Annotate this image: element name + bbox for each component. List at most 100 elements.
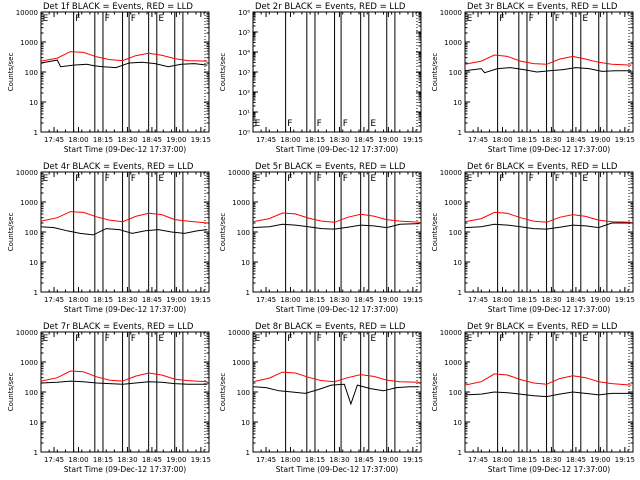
y-tick-label: 10000 [228, 169, 250, 177]
chart-panel-9: Det 9r BLACK = Events, RED = LLD 1 10 100 10… [431, 322, 635, 474]
y-tick-label: 10 [29, 99, 38, 107]
y-tick-label: 10000 [228, 329, 250, 337]
y-tick-label: 1000 [232, 199, 250, 207]
y-tick-label: 10¹ [238, 109, 250, 117]
series-line-red [464, 211, 632, 223]
plot-frame [40, 11, 210, 133]
flag-label: F [317, 174, 322, 184]
y-axis-label: Counts/sec [219, 213, 227, 252]
x-tick-label: 18:30 [329, 136, 349, 144]
flag-label: F [555, 174, 560, 184]
flag-label: E [158, 334, 164, 344]
y-axis-label: Counts/sec [7, 213, 15, 252]
series-line-black [464, 391, 632, 398]
x-tick-label: 19:00 [166, 136, 186, 144]
chart-panel-3: Det 3r BLACK = Events, RED = LLD 1 10 100 10… [431, 2, 635, 154]
flag-label: F [287, 334, 292, 344]
flag-label: F [131, 14, 136, 24]
y-tick-label: 10⁶ [238, 9, 250, 17]
y-tick-label: 10 [453, 419, 462, 427]
chart-title: Det 9r BLACK = Events, RED = LLD [467, 322, 618, 332]
flag-label: F [75, 174, 80, 184]
series-line-black [464, 222, 632, 230]
y-axis-label: Counts/sec [7, 53, 15, 92]
x-tick-label: 19:00 [166, 296, 186, 304]
series-line-black [40, 380, 208, 385]
y-tick-label: 1 [458, 449, 462, 457]
flag-label: E [467, 174, 473, 184]
x-tick-label: 17:45 [468, 456, 488, 464]
series-line-red [464, 54, 632, 66]
x-axis-label: Start Time (09-Dec-12 17:37:00) [64, 145, 186, 154]
x-tick-label: 18:15 [93, 296, 113, 304]
x-axis-label: Start Time (09-Dec-12 17:37:00) [64, 305, 186, 314]
x-tick-label: 17:45 [256, 456, 276, 464]
flag-label: F [287, 119, 292, 129]
x-tick-label: 18:15 [93, 136, 113, 144]
x-tick-label: 17:45 [44, 296, 64, 304]
y-tick-label: 10 [241, 259, 250, 267]
series-line-black [252, 223, 420, 230]
x-tick-label: 18:15 [305, 136, 325, 144]
chart-title: Det 6r BLACK = Events, RED = LLD [467, 162, 618, 172]
x-tick-label: 18:00 [280, 296, 300, 304]
chart-panel-1: Det 1f BLACK = Events, RED = LLD 1 10 100 10… [7, 2, 211, 154]
flag-label: F [529, 334, 534, 344]
x-axis-label: Start Time (09-Dec-12 17:37:00) [64, 465, 186, 474]
flag-label: E [582, 334, 588, 344]
x-tick-label: 19:15 [191, 456, 211, 464]
flag-label: F [499, 334, 504, 344]
plot-frame [464, 11, 634, 133]
flag-label: F [499, 174, 504, 184]
x-tick-label: 18:00 [280, 136, 300, 144]
y-tick-label: 1 [34, 129, 38, 137]
x-tick-label: 18:15 [517, 296, 537, 304]
x-tick-label: 18:45 [566, 296, 586, 304]
y-tick-label: 1000 [20, 39, 38, 47]
y-axis-label: Counts/sec [431, 53, 439, 92]
x-tick-label: 18:15 [517, 136, 537, 144]
x-tick-label: 19:15 [615, 456, 635, 464]
x-tick-label: 19:00 [378, 296, 398, 304]
flag-label: F [343, 119, 348, 129]
x-tick-label: 18:30 [117, 136, 137, 144]
y-tick-label: 10² [238, 89, 250, 97]
flag-label: F [75, 334, 80, 344]
x-tick-label: 18:45 [142, 456, 162, 464]
flag-label: F [343, 334, 348, 344]
x-tick-label: 18:45 [354, 456, 374, 464]
y-axis-label: Counts/sec [431, 213, 439, 252]
x-axis-label: Start Time (09-Dec-12 17:37:00) [276, 145, 398, 154]
flag-label: E [582, 14, 588, 24]
chart-title: Det 5r BLACK = Events, RED = LLD [255, 162, 406, 172]
x-axis-label: Start Time (09-Dec-12 17:37:00) [488, 305, 610, 314]
flag-label: F [529, 174, 534, 184]
flag-label: E [582, 174, 588, 184]
y-tick-label: 100 [237, 229, 250, 237]
x-tick-label: 19:15 [191, 136, 211, 144]
y-tick-label: 1 [34, 449, 38, 457]
chart-panel-4: Det 4r BLACK = Events, RED = LLD 1 10 100 10… [7, 162, 211, 314]
x-tick-label: 18:30 [329, 456, 349, 464]
y-tick-label: 10000 [440, 169, 462, 177]
chart-panel-8: Det 8r BLACK = Events, RED = LLD 1 10 100 10… [219, 322, 423, 474]
y-tick-label: 10 [241, 419, 250, 427]
flag-label: E [158, 14, 164, 24]
chart-panel-6: Det 6r BLACK = Events, RED = LLD 1 10 100 10… [431, 162, 635, 314]
x-tick-label: 18:00 [492, 296, 512, 304]
x-tick-label: 19:15 [403, 136, 423, 144]
y-axis-label: Counts/sec [7, 373, 15, 412]
x-tick-label: 19:15 [403, 296, 423, 304]
y-tick-label: 10000 [16, 9, 38, 17]
x-axis-label: Start Time (09-Dec-12 17:37:00) [488, 465, 610, 474]
y-tick-label: 1 [34, 289, 38, 297]
flag-label: F [105, 334, 110, 344]
y-tick-label: 10³ [238, 69, 250, 77]
y-tick-label: 10⁵ [238, 29, 250, 37]
plot-frame [40, 331, 210, 453]
y-tick-label: 10000 [440, 329, 462, 337]
x-tick-label: 19:15 [191, 296, 211, 304]
flag-label: E [255, 119, 261, 129]
x-tick-label: 18:30 [541, 456, 561, 464]
